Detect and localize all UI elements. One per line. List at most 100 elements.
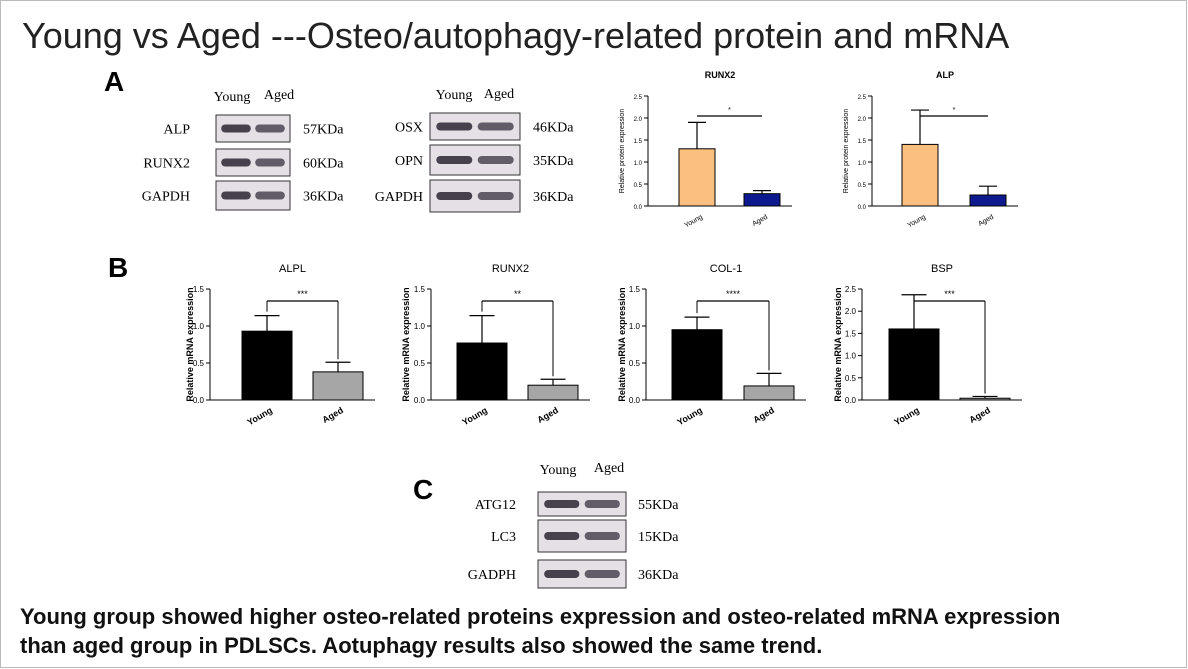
lane-label: Young <box>540 463 577 478</box>
blot-band <box>255 191 285 200</box>
y-tick-label: 1.0 <box>629 322 641 331</box>
y-axis-label: Relative mRNA expression <box>833 287 843 401</box>
chart-title: ALP <box>936 70 954 80</box>
significance-label: *** <box>297 289 308 299</box>
slide-title: Young vs Aged ---Osteo/autophagy-related… <box>22 15 1009 56</box>
panel-letter: C <box>413 474 433 505</box>
chart-title: BSP <box>931 263 953 275</box>
blot-band <box>477 122 514 131</box>
y-tick-label: 2.0 <box>858 117 867 123</box>
significance-label: ** <box>514 289 522 299</box>
bar <box>969 194 1007 207</box>
caption-line: Young group showed higher osteo-related … <box>20 604 1060 629</box>
y-tick-label: 2.5 <box>845 285 857 294</box>
significance-label: * <box>953 107 956 114</box>
blot-band <box>477 192 514 200</box>
y-tick-label: 0.0 <box>858 205 867 211</box>
blot-band <box>255 124 285 133</box>
y-tick-label: 0.5 <box>414 359 426 368</box>
size-label: 36KDa <box>638 568 679 583</box>
bar <box>671 329 723 401</box>
y-tick-label: 0.5 <box>634 183 643 189</box>
y-axis-label: Relative mRNA expression <box>617 287 627 401</box>
protein-label: LC3 <box>491 530 516 545</box>
panel-letter: A <box>104 66 124 97</box>
blot-band <box>544 570 580 578</box>
blot-band <box>221 124 251 133</box>
y-axis-label: Relative mRNA expression <box>185 287 195 401</box>
protein-label: GAPDH <box>375 190 423 205</box>
y-tick-label: 2.0 <box>634 117 643 123</box>
blot-band <box>436 122 473 131</box>
size-label: 36KDa <box>533 190 574 205</box>
y-axis-label: Relative mRNA expression <box>401 287 411 401</box>
blot-band <box>221 191 251 200</box>
y-tick-label: 0.0 <box>629 396 641 405</box>
blot-band <box>221 158 251 167</box>
protein-label: OPN <box>395 154 423 169</box>
y-tick-label: 0.5 <box>845 374 857 383</box>
protein-label: ATG12 <box>475 498 516 513</box>
y-tick-label: 0.5 <box>193 359 205 368</box>
bar <box>678 148 716 207</box>
y-axis-label: Relative protein expression <box>843 109 850 194</box>
size-label: 15KDa <box>638 530 679 545</box>
y-tick-label: 1.0 <box>845 352 857 361</box>
significance-label: * <box>728 107 731 114</box>
chart-title: ALPL <box>279 263 306 275</box>
y-tick-label: 1.5 <box>634 139 643 145</box>
y-tick-label: 1.5 <box>193 285 205 294</box>
caption-line: than aged group in PDLSCs. Aotuphagy res… <box>20 633 822 658</box>
y-tick-label: 1.0 <box>634 161 643 167</box>
y-tick-label: 1.5 <box>858 139 867 145</box>
blot-band <box>584 500 620 508</box>
bar <box>312 371 364 401</box>
y-tick-label: 2.5 <box>858 95 867 101</box>
blot-band <box>544 500 580 508</box>
protein-label: ALP <box>164 123 191 138</box>
size-label: 35KDa <box>533 154 574 169</box>
protein-label: GADPH <box>468 568 516 583</box>
size-label: 36KDa <box>303 190 344 205</box>
significance-label: **** <box>726 289 741 299</box>
bar <box>888 328 940 401</box>
lane-label: Aged <box>594 461 624 476</box>
lane-label: Young <box>436 88 473 103</box>
blot-band <box>477 156 514 164</box>
y-tick-label: 2.5 <box>634 95 643 101</box>
lane-label: Aged <box>264 88 294 103</box>
bar <box>241 330 293 401</box>
blot-band <box>436 192 473 200</box>
panel-letter: B <box>108 252 128 283</box>
y-tick-label: 0.0 <box>634 205 643 211</box>
y-tick-label: 1.5 <box>845 329 857 338</box>
size-label: 57KDa <box>303 123 344 138</box>
y-tick-label: 1.0 <box>414 322 426 331</box>
blot-band <box>584 570 620 578</box>
bar <box>743 385 795 401</box>
size-label: 60KDa <box>303 157 344 172</box>
blot-band <box>584 532 620 540</box>
bar <box>456 342 508 401</box>
bar <box>743 193 781 207</box>
y-tick-label: 0.0 <box>414 396 426 405</box>
y-tick-label: 0.0 <box>193 396 205 405</box>
y-axis-label: Relative protein expression <box>619 109 626 194</box>
bar <box>527 384 579 401</box>
y-tick-label: 1.0 <box>858 161 867 167</box>
blot-band <box>436 156 473 164</box>
y-tick-label: 1.5 <box>629 285 641 294</box>
protein-label: OSX <box>395 121 423 136</box>
chart-title: COL-1 <box>710 263 742 275</box>
y-tick-label: 2.0 <box>845 307 857 316</box>
significance-label: *** <box>944 289 955 299</box>
chart-title: RUNX2 <box>705 70 736 80</box>
blot-band <box>255 158 285 167</box>
y-tick-label: 0.0 <box>845 396 857 405</box>
lane-label: Young <box>214 90 251 105</box>
blot-band <box>544 532 580 540</box>
lane-label: Aged <box>484 87 514 102</box>
bar <box>959 397 1011 401</box>
